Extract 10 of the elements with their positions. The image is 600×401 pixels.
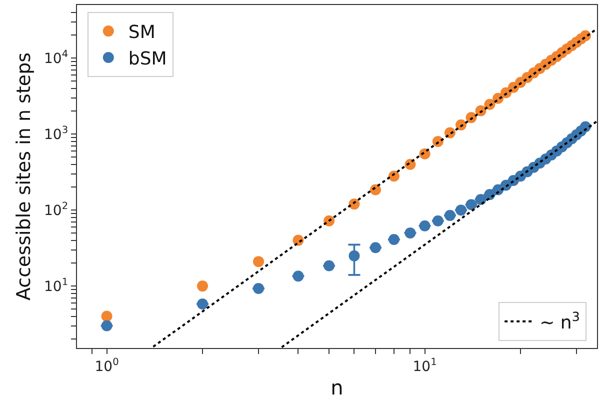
y-axis-title: Accessible sites in n steps xyxy=(12,52,35,301)
y-tick-label: 10$^{2}$ xyxy=(44,201,68,219)
legend-label: ∼ n$^{3}$ xyxy=(540,308,580,334)
legend-label: SM xyxy=(128,22,156,44)
x-tick-label: 10$^{0}$ xyxy=(94,357,119,375)
y-tick-label: 10$^{1}$ xyxy=(44,277,68,295)
y-tick-label: 10$^{3}$ xyxy=(44,125,68,143)
legend-label: bSM xyxy=(128,48,167,70)
x-axis-title: n xyxy=(330,375,344,400)
y-tick-label: 10$^{4}$ xyxy=(44,49,68,68)
